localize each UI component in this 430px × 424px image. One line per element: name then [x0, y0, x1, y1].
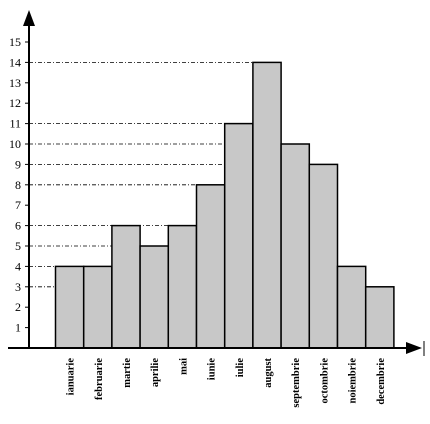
y-tick-label-3: 3 — [15, 280, 21, 294]
bar-octombrie — [308, 163, 339, 349]
x-tick-label-februarie: februarie — [94, 358, 105, 400]
x-axis-arrow-icon — [406, 342, 422, 354]
x-tick-label-aprilie: aprilie — [150, 358, 161, 388]
bar-aprilie — [139, 245, 170, 349]
bar-mai — [167, 224, 198, 349]
y-tick-label-8: 8 — [15, 178, 21, 192]
bar-iulie — [223, 122, 254, 349]
y-tick-label-14: 14 — [9, 55, 21, 69]
bar-august — [252, 61, 282, 349]
y-tick-label-11: 11 — [9, 117, 21, 131]
y-tick-label-13: 13 — [9, 76, 21, 90]
axes-group — [8, 10, 425, 356]
bar-decembrie — [364, 286, 395, 349]
category-labels-group: ianuarie februarie martie aprilie mai iunie iu… — [66, 358, 387, 408]
x-tick-label-august: august — [263, 358, 274, 388]
bar-martie — [111, 224, 141, 349]
y-tick-label-2: 2 — [15, 300, 21, 314]
y-tick-label-6: 6 — [15, 219, 21, 233]
y-tick-label-1: 1 — [15, 321, 21, 335]
x-tick-label-martie: martie — [122, 358, 133, 388]
x-tick-label-octombrie: octombrie — [319, 358, 330, 404]
x-tick-label-decembrie: decembrie — [376, 358, 387, 405]
y-tick-label-5: 5 — [15, 239, 21, 253]
bar-ianuarie — [54, 265, 85, 349]
x-tick-label-noiembrie: noiembrie — [348, 358, 359, 404]
y-axis-arrow-icon — [23, 10, 35, 26]
bar-noiembrie — [336, 265, 367, 349]
bars-group — [54, 61, 395, 349]
bar-februarie — [82, 265, 113, 349]
y-tick-label-4: 4 — [15, 259, 21, 273]
y-tick-label-10: 10 — [9, 137, 21, 151]
x-tick-label-mai: mai — [178, 358, 189, 375]
x-tick-label-septembrie: septembrie — [291, 358, 302, 408]
x-tick-label-ianuarie: ianuarie — [66, 358, 77, 396]
y-tick-label-7: 7 — [15, 198, 21, 212]
bar-septembrie — [280, 143, 311, 349]
y-tick-label-15: 15 — [9, 35, 21, 49]
y-tick-label-12: 12 — [9, 96, 21, 110]
x-tick-label-iunie: iunie — [207, 358, 218, 381]
bar-iunie — [195, 184, 226, 349]
y-tick-label-9: 9 — [15, 157, 21, 171]
x-tick-label-iulie: iulie — [235, 358, 246, 378]
